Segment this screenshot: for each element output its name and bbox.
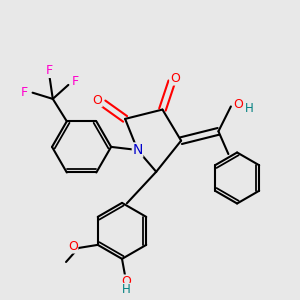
Text: F: F xyxy=(21,86,28,99)
Text: O: O xyxy=(170,72,180,85)
Text: F: F xyxy=(46,64,52,77)
Text: O: O xyxy=(122,275,132,288)
Text: H: H xyxy=(245,101,254,115)
Text: O: O xyxy=(234,98,244,111)
Text: O: O xyxy=(68,240,78,253)
Text: N: N xyxy=(132,143,143,157)
Text: O: O xyxy=(92,94,102,107)
Text: H: H xyxy=(122,284,131,296)
Text: F: F xyxy=(72,75,79,88)
